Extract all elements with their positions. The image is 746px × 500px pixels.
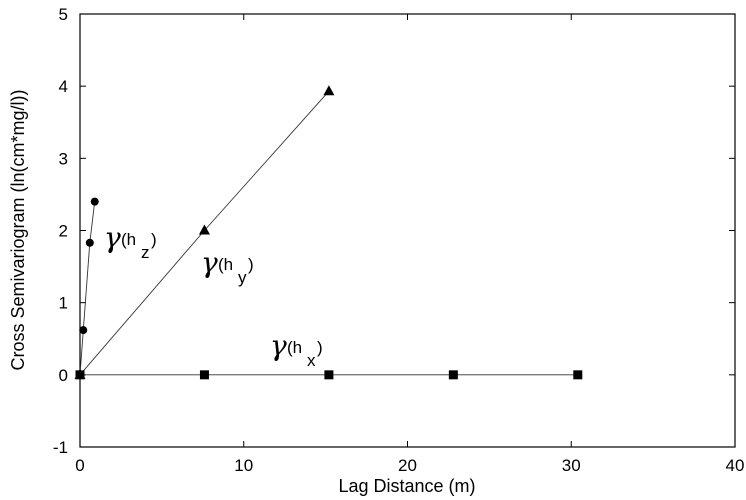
series-label-triangle: γ (h y) (201, 246, 254, 287)
label-lag-part: (h (121, 230, 136, 249)
series-line (79, 201, 96, 375)
data-point-circle (79, 326, 88, 335)
gamma-symbol: γ (201, 246, 218, 279)
data-point-square (573, 370, 583, 380)
y-tick-label: 5 (59, 5, 68, 24)
data-point-circle (90, 197, 99, 206)
data-point-square (199, 370, 209, 380)
gamma-symbol: γ (270, 329, 287, 362)
x-tick-label: 30 (562, 456, 581, 475)
label-close-paren: ) (151, 230, 157, 249)
label-direction: y (238, 268, 247, 287)
x-tick-label: 40 (726, 456, 745, 475)
label-close-paren: ) (248, 255, 254, 274)
y-tick-label: 1 (59, 294, 68, 313)
y-tick-label: 4 (59, 77, 68, 96)
gamma-symbol: γ (104, 221, 121, 254)
data-point-square (448, 370, 458, 380)
data-point-square (75, 370, 85, 380)
x-tick-label: 20 (398, 456, 417, 475)
series-label-square: γ (h x) (270, 329, 323, 370)
series-square (75, 370, 583, 380)
y-tick-label: 2 (59, 222, 68, 241)
x-tick-label: 10 (234, 456, 253, 475)
label-direction: x (307, 351, 316, 370)
x-tick-label: 0 (75, 456, 84, 475)
axis-ticks: 0 10 20 30 40 -1 0 1 2 3 4 5 (53, 5, 745, 475)
series-labels: γ (hz)γ (hy)γ (hx) (104, 221, 323, 370)
y-tick-label: -1 (53, 438, 68, 457)
label-direction: z (141, 243, 150, 262)
x-axis-title: Lag Distance (m) (338, 476, 475, 496)
label-close-paren: ) (317, 338, 323, 357)
y-tick-label: 0 (59, 366, 68, 385)
series-label-circle: γ (h z) (104, 221, 157, 262)
axes (79, 13, 736, 448)
data-point-circle (85, 238, 94, 247)
label-lag-part: (h (218, 255, 233, 274)
plot-frame (79, 13, 736, 448)
series-layer (74, 85, 583, 380)
data-point-triangle (323, 85, 335, 96)
data-point-square (324, 370, 334, 380)
label-lag-part: (h (287, 338, 302, 357)
y-axis-title: Cross Semivariogram (ln(cm*mg/l)) (8, 89, 28, 370)
y-tick-label: 3 (59, 149, 68, 168)
data-point-triangle (198, 224, 210, 235)
